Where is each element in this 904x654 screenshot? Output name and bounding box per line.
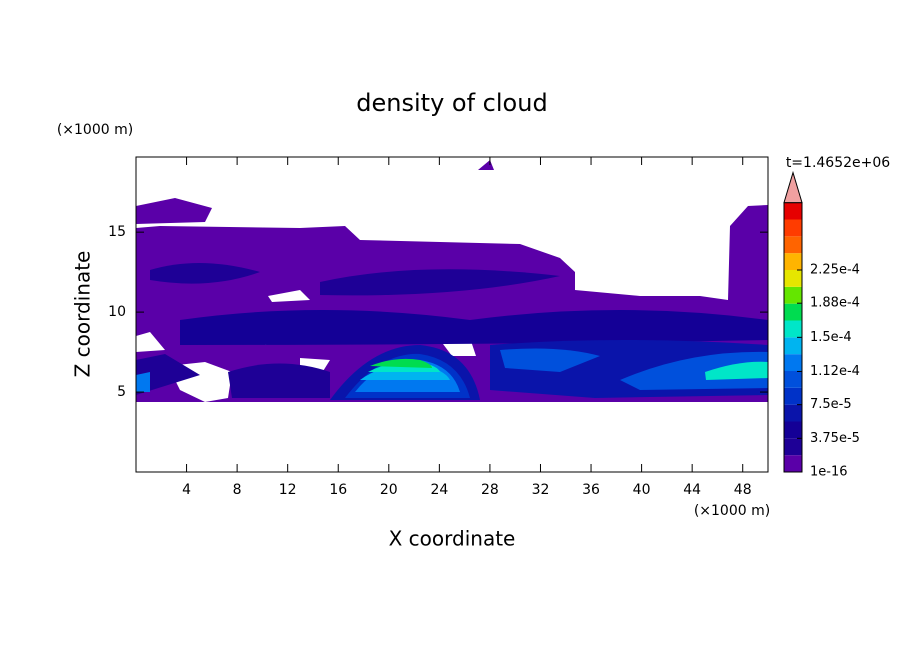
colorbar-band	[784, 404, 802, 422]
colorbar-label: 7.5e-5	[810, 397, 852, 412]
colorbar-band	[784, 438, 802, 456]
colorbar-band	[784, 320, 802, 338]
colorbar-label: 1.88e-4	[810, 296, 860, 311]
colorbar-band	[784, 371, 802, 388]
time-label: t=1.4652e+06	[786, 155, 890, 171]
x-tick-label: 40	[633, 482, 651, 498]
x-tick-label: 16	[329, 482, 347, 498]
y-tick-label: 5	[117, 384, 126, 400]
x-tick-label: 8	[233, 482, 242, 498]
x-tick-label: 32	[532, 482, 550, 498]
colorbar-label: 3.75e-5	[810, 431, 860, 446]
y-tick-label: 15	[108, 224, 126, 240]
chart-title: density of cloud	[356, 89, 547, 117]
x-tick-label: 28	[481, 482, 499, 498]
y-unit: (×1000 m)	[57, 122, 133, 138]
plot-frame	[135, 156, 769, 473]
y-axis-title: Z coordinate	[71, 251, 95, 378]
x-tick-label: 12	[279, 482, 297, 498]
x-axis-title: X coordinate	[389, 527, 516, 551]
colorbar-band	[784, 202, 802, 220]
x-tick-label: 44	[683, 482, 701, 498]
x-tick-label: 48	[734, 482, 752, 498]
colorbar-band	[784, 236, 802, 254]
colorbar-label: 1.5e-4	[810, 330, 852, 345]
colorbar-band	[784, 337, 802, 355]
colorbar-band	[784, 219, 802, 237]
colorbar-band	[784, 303, 802, 321]
colorbar-band	[784, 421, 802, 439]
colorbar-band	[784, 455, 802, 472]
y-tick-label: 10	[108, 304, 126, 320]
colorbar-label: 1e-16	[810, 465, 848, 480]
colorbar-band	[784, 253, 802, 270]
x-unit: (×1000 m)	[694, 503, 770, 519]
colorbar-extend	[783, 170, 803, 204]
x-tick-label: 24	[430, 482, 448, 498]
colorbar-band	[784, 354, 802, 371]
colorbar-band	[784, 387, 802, 405]
colorbar-band	[784, 286, 802, 304]
colorbar-label: 1.12e-4	[810, 364, 860, 379]
contour-field	[136, 160, 768, 402]
x-tick-label: 36	[582, 482, 600, 498]
colorbar-label: 2.25e-4	[810, 263, 860, 278]
colorbar-band	[784, 270, 802, 287]
x-tick-label: 4	[182, 482, 191, 498]
x-tick-label: 20	[380, 482, 398, 498]
